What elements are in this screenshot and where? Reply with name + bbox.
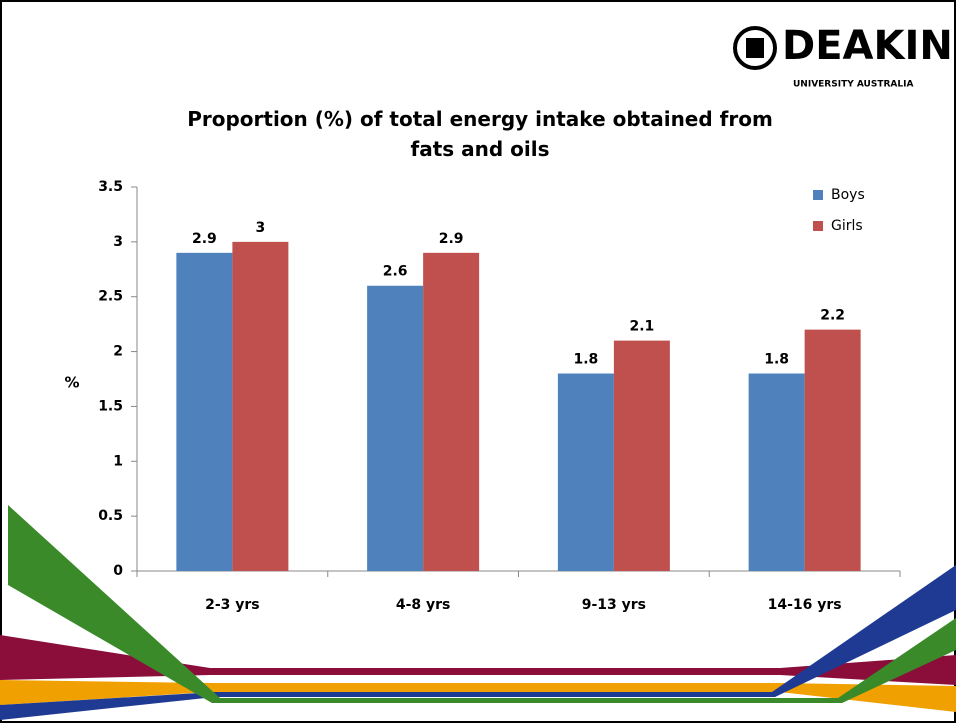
bar [804,329,861,571]
y-axis-label: % [64,374,79,392]
ribbon-green [8,505,956,703]
bar [748,373,805,571]
y-tick-label: 2 [113,344,123,360]
y-tick-label: 3.5 [98,179,123,195]
y-tick-label: 1.5 [98,398,123,414]
logo-emblem [746,38,764,58]
data-label: 2.9 [439,231,464,247]
data-label: 2.2 [820,308,845,324]
bar [176,252,233,572]
x-tick-label: 9-13 yrs [582,597,646,613]
data-label: 2.9 [192,231,217,247]
data-label: 3 [256,220,266,236]
y-tick-label: 2.5 [98,289,123,305]
y-tick-label: 0.5 [98,508,123,524]
bar [557,373,614,571]
bar [613,340,670,571]
x-tick-label: 2-3 yrs [205,597,260,613]
ribbon-maroon [0,635,956,685]
chart-title: Proportion (%) of total energy intake ob… [187,107,773,161]
data-label: 2.6 [383,264,408,280]
legend-label: Girls [831,218,863,234]
x-tick-label: 4-8 yrs [396,597,451,613]
ribbon-blue [0,565,956,720]
legend-label: Boys [831,187,865,203]
logo-emblem [733,26,777,70]
data-label: 2.1 [629,319,654,335]
logo-name: DEAKIN [782,23,953,69]
data-label: 1.8 [573,352,598,368]
y-tick-label: 3 [113,234,123,250]
logo-tagline: UNIVERSITY AUSTRALIA [793,80,913,90]
bar [423,252,480,572]
legend-swatch [813,221,823,231]
legend-swatch [813,190,823,200]
y-tick-label: 1 [113,453,123,469]
y-tick-label: 0 [113,563,123,579]
bar [232,241,289,571]
data-label: 1.8 [764,352,789,368]
bar [367,285,424,571]
x-tick-label: 14-16 yrs [768,597,842,613]
ribbon-orange [0,680,956,712]
